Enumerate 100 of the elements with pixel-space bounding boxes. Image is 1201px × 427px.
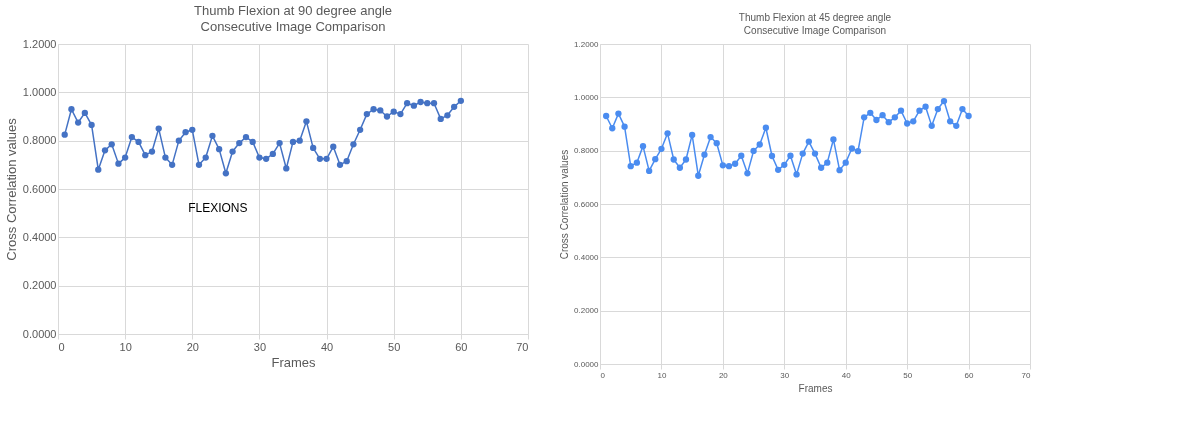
- point: [128, 133, 136, 141]
- point: [762, 124, 770, 131]
- point: [424, 100, 431, 107]
- x-tick-label: 50: [388, 340, 401, 353]
- point: [316, 155, 324, 162]
- y-tick-label: 1.2000: [574, 39, 600, 49]
- point: [330, 143, 337, 150]
- point: [81, 109, 89, 117]
- point: [410, 102, 418, 109]
- point: [74, 119, 82, 126]
- point: [182, 129, 189, 136]
- point: [854, 148, 862, 155]
- point: [242, 133, 250, 141]
- point: [283, 165, 290, 172]
- y-tick-label: 1.2000: [22, 37, 57, 50]
- x-tick-label: 10: [119, 340, 132, 353]
- point: [787, 152, 794, 159]
- point: [725, 162, 733, 170]
- point: [676, 164, 684, 171]
- point: [965, 112, 972, 120]
- point: [916, 107, 923, 114]
- y-tick-label: 0.0000: [574, 359, 600, 369]
- y-axis-title: Cross Correlation values: [559, 149, 571, 260]
- x-tick-label: 40: [841, 370, 852, 380]
- y-tick-label: 0.2000: [22, 279, 57, 292]
- point: [88, 121, 95, 129]
- point: [430, 100, 438, 107]
- x-tick-label: 40: [320, 340, 334, 353]
- point: [873, 116, 880, 124]
- point: [609, 125, 616, 132]
- point: [215, 145, 223, 153]
- point: [633, 159, 641, 166]
- point: [799, 150, 806, 157]
- point: [350, 141, 357, 148]
- y-tick-label: 0.6000: [574, 199, 600, 209]
- annotation: FLEXIONS: [188, 200, 248, 215]
- x-tick-label: 20: [718, 370, 729, 380]
- point: [296, 137, 303, 144]
- x-tick-label: 30: [253, 340, 267, 353]
- x-tick-label: 10: [657, 370, 667, 380]
- point: [289, 138, 297, 146]
- point: [403, 100, 411, 107]
- chart-title: Thumb Flexion at 45 degree angle: [738, 12, 892, 23]
- point: [701, 151, 708, 158]
- point: [336, 161, 344, 168]
- point: [885, 118, 892, 126]
- y-tick-label: 0.0000: [22, 327, 57, 340]
- point: [756, 141, 763, 148]
- point: [830, 136, 837, 143]
- x-tick-label: 60: [964, 370, 975, 380]
- point: [108, 141, 115, 148]
- point: [142, 152, 149, 159]
- point: [940, 97, 948, 105]
- x-axis-title: Frames: [271, 354, 317, 370]
- point: [236, 139, 243, 147]
- point: [309, 144, 317, 152]
- y-tick-label: 1.0000: [574, 92, 600, 102]
- x-tick-label: 0: [58, 340, 65, 353]
- point: [897, 107, 905, 114]
- point: [303, 118, 310, 125]
- point: [682, 156, 690, 163]
- point: [195, 161, 203, 168]
- point: [805, 138, 813, 145]
- point: [903, 120, 911, 127]
- point: [269, 150, 277, 158]
- point: [95, 166, 102, 173]
- point: [397, 110, 404, 118]
- point: [615, 110, 622, 117]
- point: [135, 138, 142, 146]
- x-tick-label: 30: [780, 370, 790, 380]
- point: [276, 139, 283, 147]
- point: [658, 145, 665, 152]
- point: [222, 170, 230, 177]
- y-axis-title: Cross Correlation values: [3, 117, 19, 261]
- point: [664, 130, 671, 137]
- point: [860, 114, 868, 121]
- x-axis-title: Frames: [798, 382, 833, 394]
- y-tick-label: 0.6000: [22, 182, 57, 195]
- point: [891, 114, 899, 121]
- point: [457, 97, 465, 104]
- point: [738, 152, 745, 159]
- point: [343, 158, 350, 165]
- point: [256, 154, 263, 161]
- point: [811, 150, 819, 157]
- point: [202, 154, 209, 161]
- point: [842, 159, 849, 166]
- point: [444, 112, 451, 119]
- point: [323, 155, 330, 162]
- point: [817, 164, 825, 171]
- x-tick-label: 70: [516, 340, 529, 353]
- point: [229, 148, 236, 155]
- y-tick-label: 0.2000: [574, 306, 600, 316]
- point: [695, 172, 702, 179]
- y-tick-label: 0.4000: [22, 230, 57, 243]
- point: [953, 122, 960, 130]
- point: [824, 159, 831, 166]
- point: [707, 133, 714, 141]
- x-tick-label: 60: [455, 340, 468, 353]
- point: [652, 156, 659, 163]
- point: [209, 132, 216, 139]
